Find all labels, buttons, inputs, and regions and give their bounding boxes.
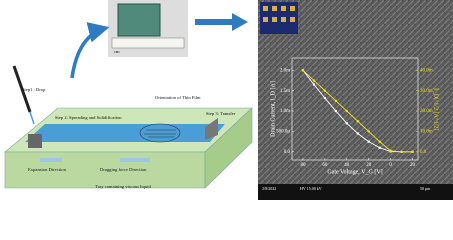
point [367,140,370,143]
sem-info-bar [258,184,453,200]
point [400,150,403,154]
point [312,79,316,82]
point [389,149,392,153]
y-tick-label: 0.0 [284,150,291,155]
film-lines [144,129,176,138]
y2-tick-label: 40.0m [420,68,433,73]
inset-chart: 80 60 40 20 0 20 0.0 500.0μ 1.0m 1.5m 2.0m 0.0 10.0m… [270,57,439,175]
barrier [28,134,42,148]
label-spreading: Step 2: Spreading and Solidification [55,115,122,120]
y-tick-label: 500.0μ [276,130,290,135]
y2-tick-label: 0.0 [420,150,427,155]
page: cm Step1 : Drop Step 2: Spreading and So… [4,0,453,200]
x-tick-label: 60 [322,163,328,168]
label-drop: Step1 : Drop [22,87,46,92]
label-transfer: Step 3: Transfer [206,111,236,116]
point [323,96,326,100]
x-tick-label: 40 [344,163,350,168]
x-tick-label: 80 [300,163,306,168]
point [345,122,348,125]
plot-frame [291,57,419,161]
point [356,132,359,135]
x-tick-label: 0 [389,163,392,168]
point [345,109,348,113]
point [334,109,337,113]
tray-side [204,107,253,189]
x-tick-label: 20 [410,163,416,168]
y-tick-label: 1.0m [280,109,290,114]
sem-info: 2/8/2022 [262,186,276,191]
label-expansion: Expansion Direction [28,167,67,172]
y2-tick-label: 20.0m [420,109,433,114]
point [378,146,381,149]
ruler [111,37,185,49]
point [312,83,316,86]
curved-arrow [70,22,110,79]
liquid-channel [25,124,225,142]
sem-info: HV 15.00 kV [300,186,322,191]
y2-tick-label: 10.0m [420,130,433,135]
right-arrow-head [232,13,248,31]
point [411,150,414,154]
point [356,120,359,123]
figure: cm Step1 : Drop Step 2: Spreading and So… [4,0,453,200]
label-dragging: Dragging force Direction [100,167,147,172]
film-sample [117,3,161,37]
y-tick-label: 2.0m [280,68,290,73]
x-axis-label: Gate Voltage, V_G [V] [327,169,382,175]
label-orientation: Orientation of Thin Film [155,95,201,100]
pipette [12,65,32,113]
point [367,130,370,133]
point [378,140,381,143]
sem-info: 50 μm [420,186,431,191]
transfer-plate [205,118,218,140]
x-tick-label: 20 [366,163,372,168]
point [334,99,338,103]
y2-tick-label: 30.0m [420,89,433,94]
y-axis-label: Drain Current, I_D [A] [270,81,276,137]
ruler-unit: cm [114,49,120,54]
pads [263,6,295,22]
point [323,89,327,92]
film-outline [139,123,181,143]
y-tick-label: 1.5m [280,89,290,94]
label-tray: Tray containing viscous liquid [95,184,152,189]
y2-axis-label: |I_D|^1/2 [A^1/2] [433,88,439,131]
drop [29,111,35,125]
point [301,69,305,72]
